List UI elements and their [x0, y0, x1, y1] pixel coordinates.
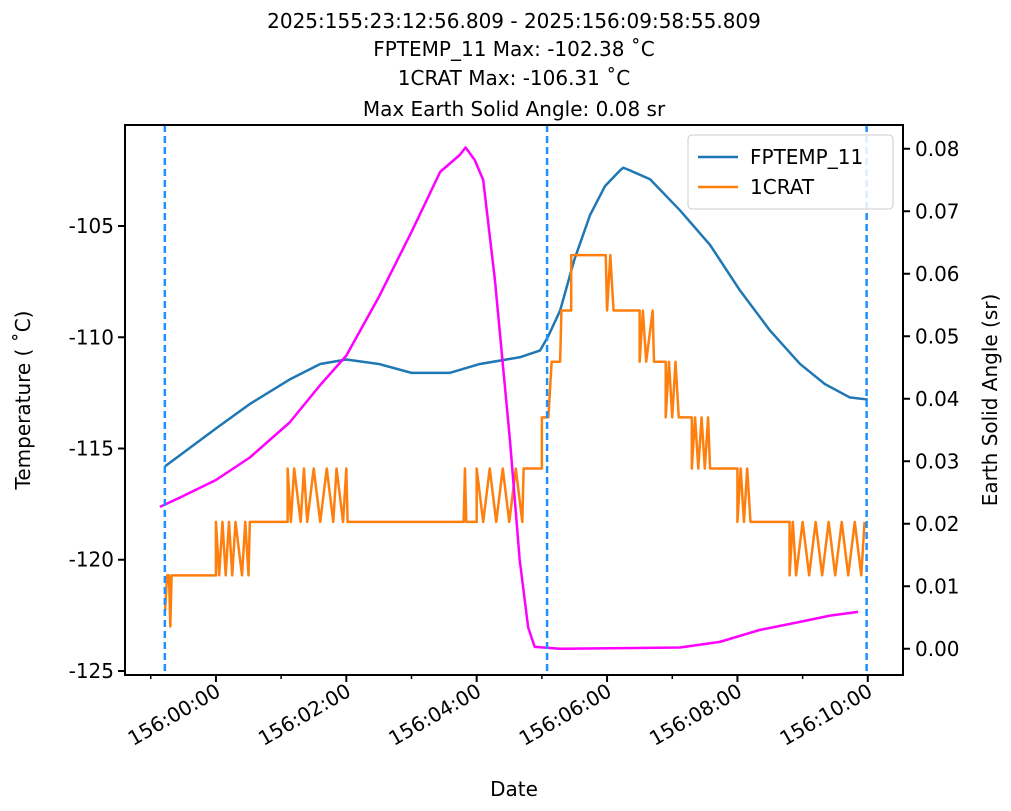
x-tick-label: 156:00:00 — [124, 679, 225, 751]
chart-title: 1CRAT Max: -106.31 ˚C — [398, 66, 630, 90]
y-axis-label: Temperature ( ˚C) — [11, 311, 35, 491]
y2-tick-label: 0.03 — [915, 449, 960, 473]
legend-label: 1CRAT — [750, 175, 815, 199]
x-tick-label: 156:08:00 — [645, 679, 746, 751]
y2-tick-label: 0.04 — [915, 387, 960, 411]
y-tick-label: -115 — [69, 437, 114, 461]
x-tick-label: 156:10:00 — [775, 679, 876, 751]
chart-title: 2025:155:23:12:56.809 - 2025:156:09:58:5… — [267, 9, 761, 33]
y2-axis-label: Earth Solid Angle (sr) — [978, 294, 1002, 507]
x-axis-label: Date — [490, 777, 538, 801]
plot-frame — [124, 124, 904, 676]
y-tick-label: -125 — [69, 659, 114, 683]
legend-box — [687, 134, 894, 210]
series-line — [163, 253, 866, 628]
y2-tick-label: 0.07 — [915, 199, 960, 223]
chart-title: Max Earth Solid Angle: 0.08 sr — [363, 97, 666, 121]
y2-tick-label: 0.00 — [915, 637, 960, 661]
y-tick-label: -105 — [69, 214, 114, 238]
x-tick-label: 156:02:00 — [254, 679, 355, 751]
y2-tick-label: 0.05 — [915, 324, 960, 348]
y2-tick-label: 0.02 — [915, 512, 960, 536]
y-tick-label: -110 — [69, 325, 114, 349]
chart-title: FPTEMP_11 Max: -102.38 ˚C — [373, 37, 655, 61]
x-tick-label: 156:04:00 — [384, 679, 485, 751]
x-tick-label: 156:06:00 — [515, 679, 616, 751]
y2-tick-label: 0.08 — [915, 137, 960, 161]
legend: FPTEMP_11 1CRAT — [687, 134, 894, 210]
y2-tick-label: 0.01 — [915, 574, 960, 598]
series-line — [164, 166, 868, 468]
legend-label: FPTEMP_11 — [750, 145, 863, 169]
y-tick-label: -120 — [69, 548, 114, 572]
series-line — [159, 146, 859, 650]
y2-tick-label: 0.06 — [915, 262, 960, 286]
